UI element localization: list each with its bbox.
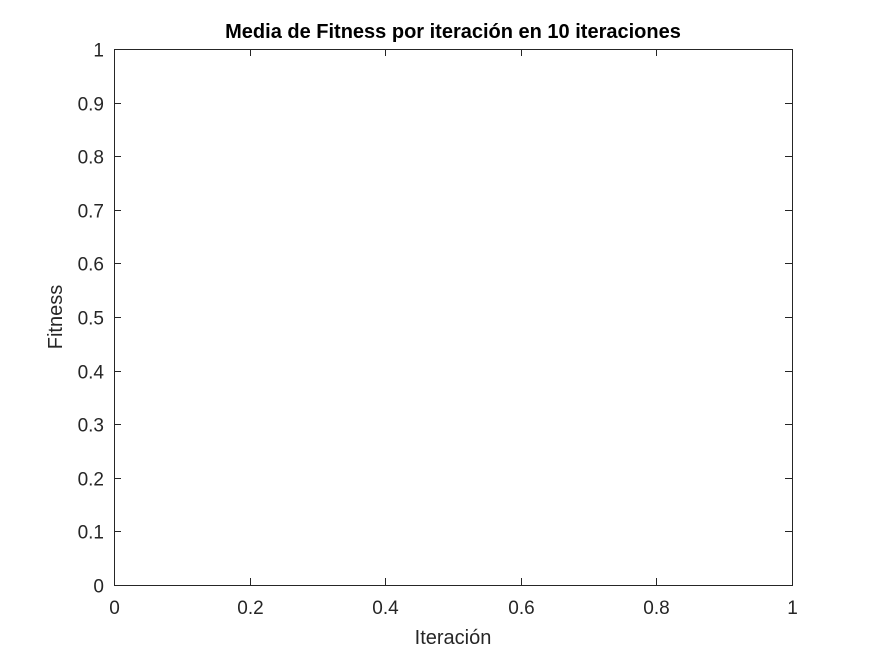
y-tick-label: 0.8 xyxy=(78,148,104,169)
y-tick-label: 0.7 xyxy=(78,202,104,223)
y-tick-label: 0.4 xyxy=(78,363,105,384)
x-tick-label: 0.8 xyxy=(643,598,669,619)
x-tick-label: 0.2 xyxy=(237,598,263,619)
chart-title: Media de Fitness por iteración en 10 ite… xyxy=(225,21,681,43)
y-tick-label: 0.1 xyxy=(78,523,104,544)
y-axis: 0 0.1 0.2 0.3 0.4 0.5 0.6 0.7 0.8 0.9 1 xyxy=(78,41,792,598)
y-tick-label: 0.5 xyxy=(78,309,104,330)
x-tick-label: 0.4 xyxy=(372,598,399,619)
axes-box xyxy=(114,49,793,586)
y-tick-label: 0.9 xyxy=(78,95,104,116)
y-tick-label: 1 xyxy=(93,41,104,62)
y-axis-label: Fitness xyxy=(45,285,67,349)
y-tick-label: 0.6 xyxy=(78,255,104,276)
y-tick-label: 0.2 xyxy=(78,470,104,491)
x-tick-label: 0.6 xyxy=(508,598,534,619)
x-tick-label: 1 xyxy=(787,598,798,619)
y-tick-label: 0 xyxy=(93,577,104,598)
y-tick-label: 0.3 xyxy=(78,416,104,437)
x-tick-label: 0 xyxy=(109,598,120,619)
x-axis-label: Iteración xyxy=(415,627,492,649)
x-axis: 0 0.2 0.4 0.6 0.8 1 xyxy=(109,49,798,619)
